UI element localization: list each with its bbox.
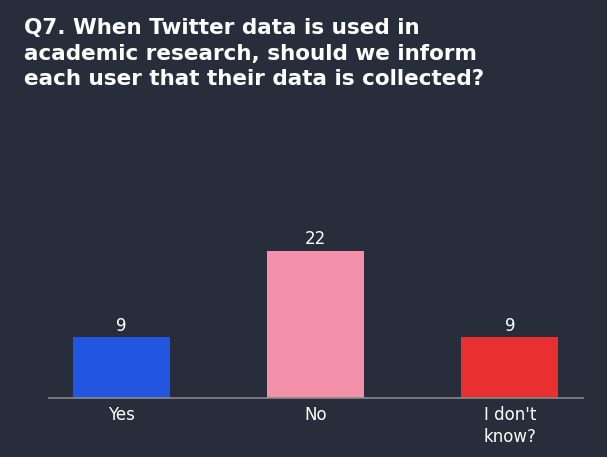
Bar <box>267 250 364 398</box>
Text: 9: 9 <box>504 317 515 335</box>
Bar <box>461 337 558 398</box>
Text: Q7. When Twitter data is used in
academic research, should we inform
each user t: Q7. When Twitter data is used in academi… <box>24 18 484 90</box>
Text: 9: 9 <box>116 317 127 335</box>
Bar <box>73 337 170 398</box>
Text: 22: 22 <box>305 230 327 248</box>
